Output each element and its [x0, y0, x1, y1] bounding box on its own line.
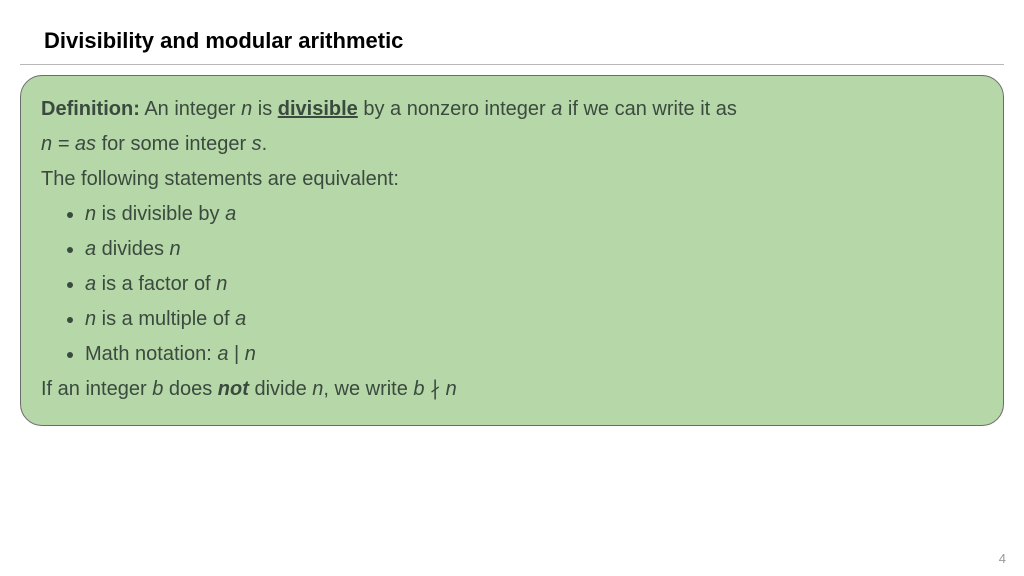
text: by a nonzero integer [358, 98, 551, 120]
variable: a [85, 273, 96, 295]
variable: n [170, 238, 181, 260]
closing-line: If an integer b does not divide n, we wr… [41, 374, 983, 405]
slide-title: Divisibility and modular arithmetic [0, 0, 1024, 64]
variable-as: as [75, 133, 96, 155]
definition-line-1: Definition: An integer n is divisible by… [41, 94, 983, 125]
list-item: a is a factor of n [85, 269, 983, 300]
variable: n [245, 343, 256, 365]
list-item: a divides n [85, 234, 983, 265]
variable-s: s [252, 133, 262, 155]
title-rule [20, 64, 1004, 65]
text: is a multiple of [96, 308, 235, 330]
text: if we can write it as [562, 98, 737, 120]
text: divides [96, 238, 169, 260]
text: An integer [140, 98, 241, 120]
text: is divisible by [96, 203, 225, 225]
equals: = [52, 133, 75, 155]
text: , we write [323, 378, 413, 400]
text: | [228, 343, 244, 365]
text: does [163, 378, 217, 400]
nmid-symbol: ∤ [425, 378, 446, 400]
variable-n: n [241, 98, 252, 120]
variable-b: b [413, 378, 424, 400]
keyword-divisible: divisible [278, 98, 358, 120]
definition-box: Definition: An integer n is divisible by… [20, 75, 1004, 426]
variable-n: n [41, 133, 52, 155]
text: If an integer [41, 378, 152, 400]
variable-n: n [312, 378, 323, 400]
variable-a: a [551, 98, 562, 120]
text: divide [249, 378, 312, 400]
definition-line-2: n = as for some integer s. [41, 129, 983, 160]
variable: n [85, 308, 96, 330]
equivalence-list: n is divisible by a a divides n a is a f… [41, 199, 983, 370]
text: Math notation: [85, 343, 217, 365]
text: is [252, 98, 278, 120]
variable-b: b [152, 378, 163, 400]
list-item: Math notation: a | n [85, 339, 983, 370]
text: for some integer [96, 133, 252, 155]
variable: a [217, 343, 228, 365]
variable: a [235, 308, 246, 330]
variable: n [216, 273, 227, 295]
variable-n: n [446, 378, 457, 400]
list-item: n is a multiple of a [85, 304, 983, 335]
text: is a factor of [96, 273, 216, 295]
variable: a [225, 203, 236, 225]
period: . [262, 133, 268, 155]
equivalence-intro: The following statements are equivalent: [41, 164, 983, 195]
keyword-not: not [218, 378, 249, 400]
variable: n [85, 203, 96, 225]
list-item: n is divisible by a [85, 199, 983, 230]
variable: a [85, 238, 96, 260]
page-number: 4 [999, 551, 1006, 566]
definition-label: Definition: [41, 98, 140, 120]
